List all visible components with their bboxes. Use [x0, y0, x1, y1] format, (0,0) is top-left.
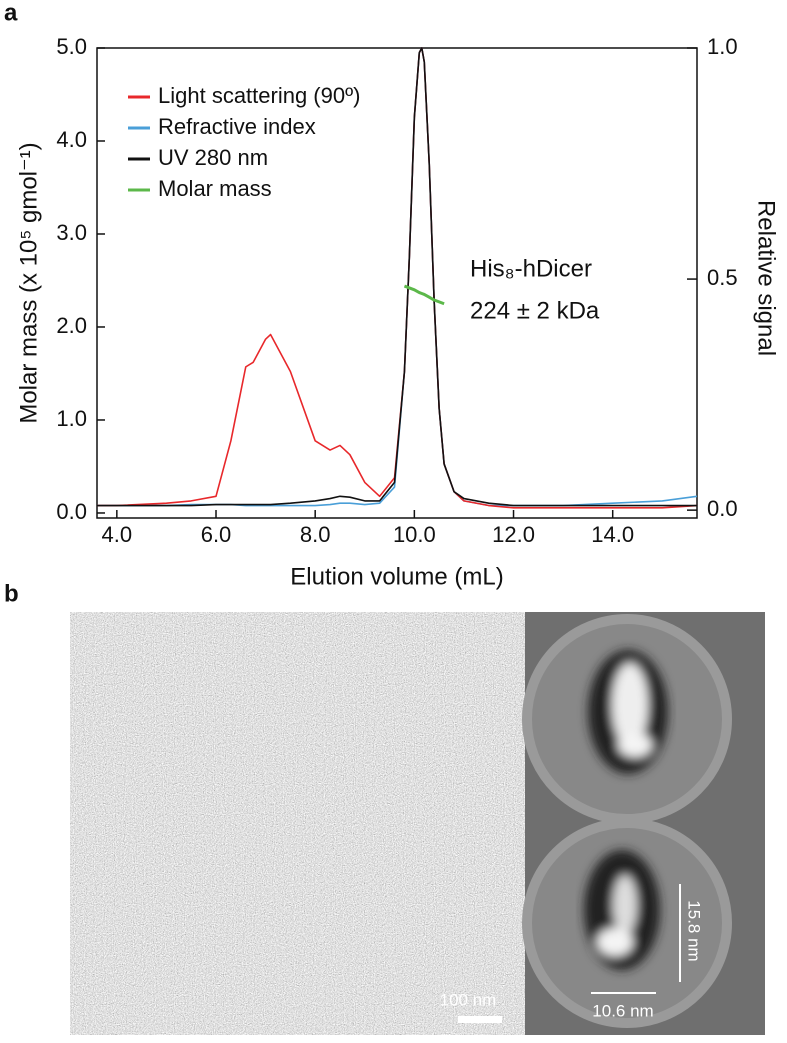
y2-tick-label: 1.0 [707, 34, 738, 59]
x-tick-label: 12.0 [492, 522, 535, 547]
height-label: 15.8 nm [685, 900, 704, 961]
y-tick-label: 1.0 [56, 406, 87, 431]
x-axis-label: Elution volume (mL) [290, 563, 503, 590]
legend-label: Molar mass [158, 176, 272, 201]
y2-tick-label: 0.5 [707, 265, 738, 290]
y-axis-label: Molar mass (x 10⁵ gmol⁻¹) [15, 142, 42, 423]
y-tick-label: 2.0 [56, 313, 87, 338]
legend-label: Light scattering (90º) [158, 83, 360, 108]
y2-axis-label: Relative signal [753, 200, 780, 356]
scale-bar [458, 1016, 502, 1023]
y2-tick-label: 0.0 [707, 496, 738, 521]
legend-label: UV 280 nm [158, 145, 268, 170]
series-line [97, 47, 697, 507]
series-line [403, 284, 445, 306]
x-tick-label: 14.0 [591, 522, 634, 547]
plot-frame [96, 47, 698, 519]
y-tick-label: 4.0 [56, 127, 87, 152]
class-averages: 15.8 nm 10.6 nm [522, 612, 765, 1035]
x-tick-label: 8.0 [300, 522, 331, 547]
x-tick-label: 6.0 [201, 522, 232, 547]
width-label: 10.6 nm [592, 1001, 653, 1020]
annotation: 224 ± 2 kDa [470, 297, 600, 324]
y-tick-label: 3.0 [56, 220, 87, 245]
y-tick-label: 5.0 [56, 34, 87, 59]
annotation: His₈-hDicer [470, 255, 592, 282]
y-tick-label: 0.0 [56, 499, 87, 524]
micrograph: 100 nm [70, 612, 525, 1035]
chart: 4.0 6.0 8.0 10.0 12.0 14.0 0.0 1.0 2.0 3.0 4.0 5.0 0… [15, 34, 779, 591]
scale-bar-label: 100 nm [440, 990, 497, 1009]
x-tick-label: 4.0 [102, 522, 133, 547]
x-tick-label: 10.0 [393, 522, 436, 547]
micrograph-image [70, 612, 525, 1035]
panel-label: b [4, 580, 19, 607]
panel-label: a [4, 0, 18, 26]
legend-label: Refractive index [158, 114, 316, 139]
